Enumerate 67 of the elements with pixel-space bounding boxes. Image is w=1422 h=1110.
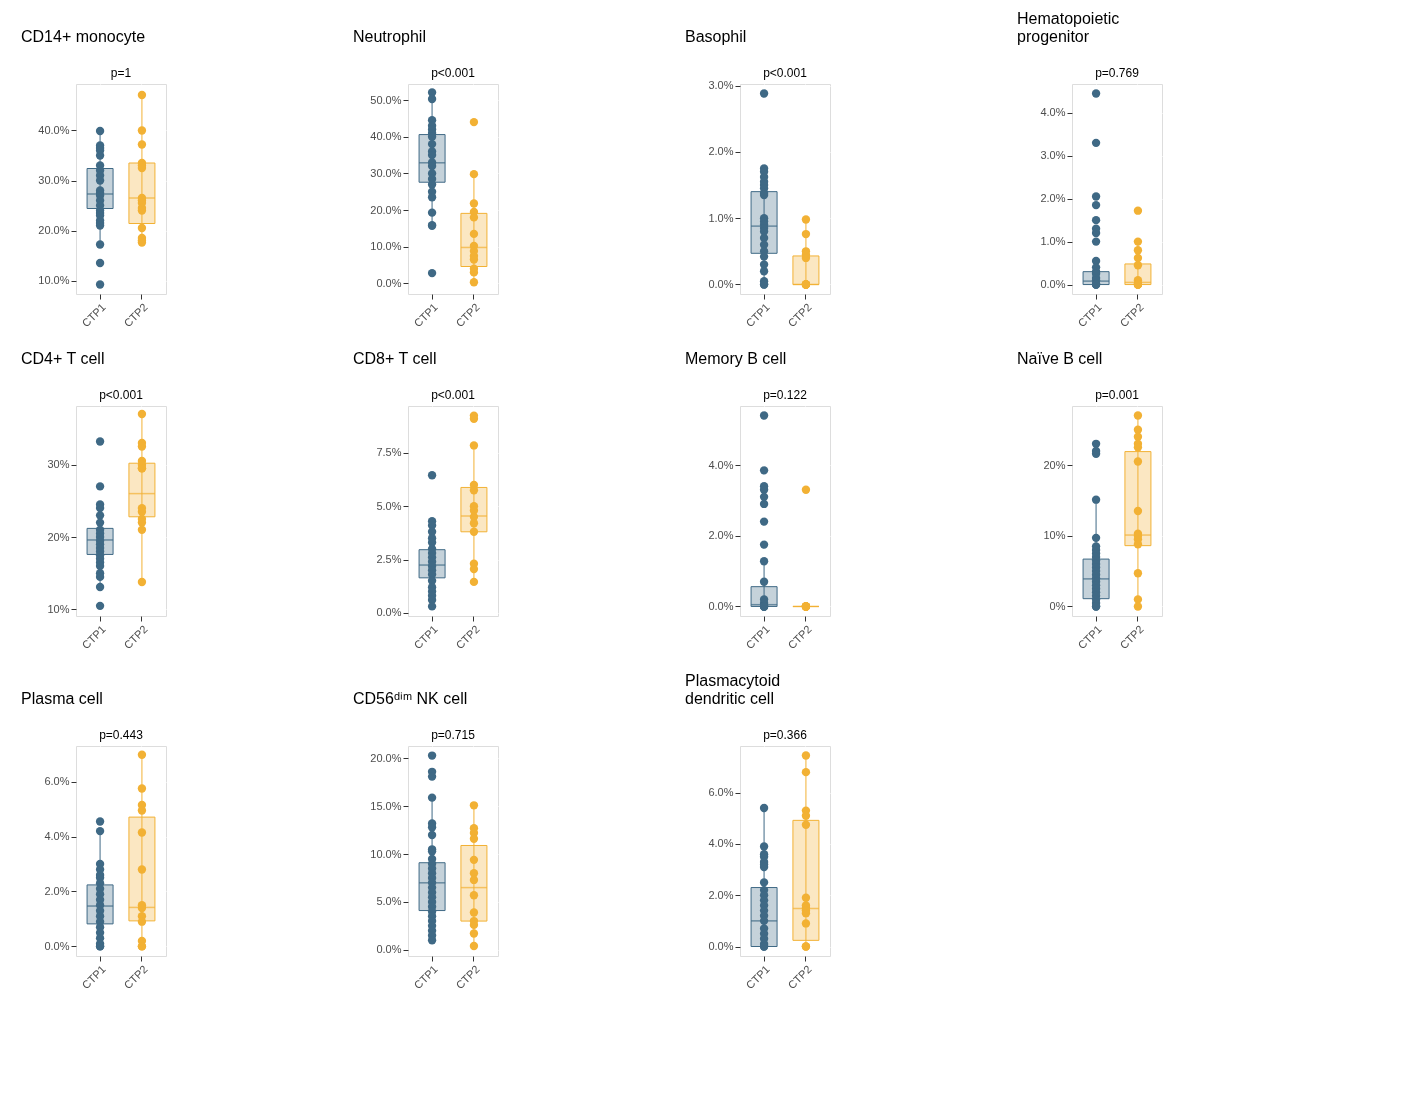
chart-title: CD4+ T cell bbox=[21, 350, 105, 367]
chart-title: CD8+ T cell bbox=[353, 350, 437, 367]
chart-subtitle: p<0.001 bbox=[99, 388, 144, 402]
chart-title: Plasma cell bbox=[21, 690, 103, 707]
chart-title: Naïve B cell bbox=[1017, 350, 1103, 367]
y-tick-label: 10.0% bbox=[370, 847, 402, 860]
y-tick-label: 1.0% bbox=[708, 211, 734, 224]
chart-subtitle: p=0.443 bbox=[99, 728, 144, 742]
chart-subtitle: p=0.001 bbox=[1095, 388, 1140, 402]
y-tick-label: 0.0% bbox=[1040, 278, 1066, 291]
y-tick-label: 4.0% bbox=[708, 458, 734, 471]
y-tick-label: 3.0% bbox=[708, 79, 734, 92]
y-tick-label: 4.0% bbox=[1040, 106, 1066, 119]
y-tick-label: 50.0% bbox=[370, 93, 402, 106]
y-tick-label: 5.0% bbox=[376, 895, 402, 908]
y-tick-label: 0.0% bbox=[708, 599, 734, 612]
chart-title: Memory B cell bbox=[685, 350, 787, 367]
y-tick-label: 15.0% bbox=[370, 799, 402, 812]
y-tick-label: 10% bbox=[47, 602, 70, 615]
y-tick-label: 0.0% bbox=[376, 606, 402, 619]
chart-subtitle: p=0.715 bbox=[431, 728, 476, 742]
y-tick-label: 10% bbox=[1043, 529, 1066, 542]
y-tick-label: 3.0% bbox=[1040, 149, 1066, 162]
y-tick-label: 0.0% bbox=[376, 276, 402, 289]
y-tick-label: 5.0% bbox=[376, 499, 402, 512]
chart-subtitle: p<0.001 bbox=[763, 66, 808, 80]
y-tick-label: 20.0% bbox=[38, 224, 70, 236]
chart-title: Hematopoietic progenitor bbox=[1017, 10, 1120, 45]
y-tick-label: 4.0% bbox=[44, 830, 70, 843]
chart-subtitle: p=0.366 bbox=[763, 728, 808, 742]
chart-title: CD56ᵈⁱᵐ NK cell bbox=[353, 690, 468, 707]
chart-title: Plasmacytoid dendritic cell bbox=[685, 672, 781, 707]
y-tick-label: 40.0% bbox=[38, 124, 70, 136]
y-tick-label: 7.5% bbox=[376, 446, 402, 459]
y-tick-label: 4.0% bbox=[708, 837, 734, 850]
y-tick-label: 0.0% bbox=[44, 939, 70, 952]
chart-subtitle: p=0.769 bbox=[1095, 66, 1140, 80]
chart-subtitle: p=0.122 bbox=[763, 388, 808, 402]
chart-subtitle: p=1 bbox=[110, 66, 132, 80]
y-tick-label: 20% bbox=[47, 530, 70, 543]
y-tick-label: 20.0% bbox=[370, 751, 402, 764]
y-tick-label: 10.0% bbox=[370, 240, 402, 253]
y-tick-label: 20% bbox=[1043, 458, 1066, 471]
y-tick-label: 6.0% bbox=[708, 786, 734, 799]
chart-title: CD14+ monocyte bbox=[21, 28, 146, 45]
y-tick-label: 0.0% bbox=[376, 943, 402, 956]
y-tick-label: 10.0% bbox=[38, 274, 70, 286]
y-tick-label: 2.0% bbox=[44, 884, 70, 897]
y-tick-label: 0.0% bbox=[708, 277, 734, 290]
y-tick-label: 30% bbox=[47, 458, 70, 471]
y-tick-label: 30.0% bbox=[38, 174, 70, 186]
chart-subtitle: p<0.001 bbox=[431, 66, 476, 80]
y-tick-label: 20.0% bbox=[370, 203, 402, 216]
y-tick-label: 2.0% bbox=[1040, 192, 1066, 205]
y-tick-label: 1.0% bbox=[1040, 235, 1066, 248]
y-tick-label: 2.5% bbox=[376, 553, 402, 565]
chart-title: Neutrophil bbox=[353, 28, 426, 45]
y-tick-label: 30.0% bbox=[370, 166, 402, 179]
chart-title: Basophil bbox=[685, 28, 747, 45]
y-tick-label: 6.0% bbox=[44, 775, 70, 788]
y-tick-label: 40.0% bbox=[370, 130, 402, 143]
y-tick-label: 0.0% bbox=[708, 940, 734, 953]
y-tick-label: 0% bbox=[1049, 599, 1066, 612]
chart-subtitle: p<0.001 bbox=[431, 388, 476, 402]
y-tick-label: 2.0% bbox=[708, 888, 734, 901]
y-tick-label: 2.0% bbox=[708, 145, 734, 158]
y-tick-label: 2.0% bbox=[708, 529, 734, 542]
